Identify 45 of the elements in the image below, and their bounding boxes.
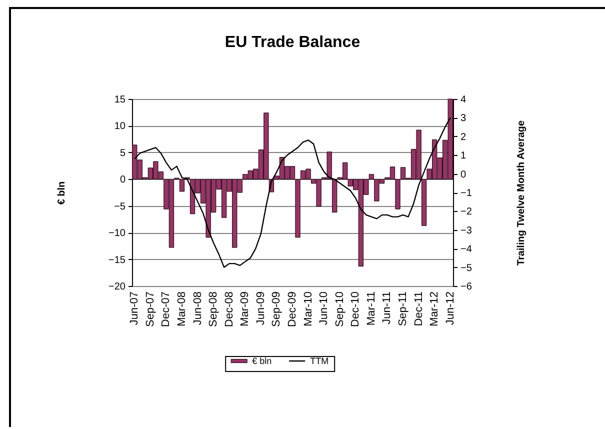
x-tick-label: Dec-11 <box>412 292 425 326</box>
y2-axis-title: Trailing Twelve Month Average <box>516 120 527 266</box>
y-tick-label: −20 <box>108 282 126 292</box>
y2-tick-label: 2 <box>460 132 466 143</box>
y2-tick-label: −5 <box>460 262 472 274</box>
x-tick-label: Dec-09 <box>286 292 298 327</box>
x-tick-label: Sep-10 <box>334 292 346 327</box>
x-tick-label: Dec-07 <box>160 292 172 327</box>
y-tick-label: −10 <box>108 228 126 240</box>
x-tick-label: Mar-10 <box>302 292 314 326</box>
x-tick-label: Jun-10 <box>318 292 330 326</box>
x-tick-label: Sep-08 <box>208 292 220 327</box>
x-tick-label: Jun-09 <box>254 292 267 326</box>
y-tick-label: −15 <box>108 254 126 266</box>
x-tick-label: Mar-08 <box>176 292 188 326</box>
x-tick-label: Mar-09 <box>239 292 252 326</box>
x-tick-label: Jun-11 <box>381 292 394 324</box>
y-tick-label: 15 <box>114 94 126 106</box>
x-tick-label: Dec-08 <box>223 292 236 327</box>
y2-tick-label: −1 <box>460 188 472 199</box>
x-tick-label: Mar-12 <box>428 292 441 326</box>
y2-tick-label: 3 <box>460 113 466 124</box>
x-tick-label: Jun-08 <box>192 292 204 326</box>
x-tick-label: Jun-12 <box>444 292 456 326</box>
y2-tick-label: −6 <box>460 282 472 292</box>
y2-tick-label: −3 <box>460 225 472 236</box>
y-tick-label: 10 <box>114 121 126 132</box>
x-tick-label: Jun-07 <box>128 292 141 326</box>
x-tick-label: Dec-10 <box>350 292 362 327</box>
y-tick-label: −5 <box>114 201 126 212</box>
y-tick-label: 0 <box>120 174 126 186</box>
x-tick-label: Sep-09 <box>270 292 283 327</box>
x-tick-label: Sep-11 <box>397 292 410 326</box>
y2-tick-label: 1 <box>460 150 466 162</box>
y-axis-title: € bln <box>56 181 68 205</box>
y2-tick-label: 4 <box>460 94 466 106</box>
legend-label: TTM <box>310 356 329 366</box>
y2-tick-label: 0 <box>460 169 466 180</box>
chart-title: EU Trade Balance <box>224 34 360 51</box>
y2-tick-label: −2 <box>460 206 472 218</box>
y-tick-label: 5 <box>120 148 126 159</box>
y2-tick-label: −4 <box>460 244 472 256</box>
x-tick-label: Mar-11 <box>365 292 378 326</box>
x-tick-label: Sep-07 <box>144 292 156 327</box>
legend-label: € bln <box>252 356 272 366</box>
